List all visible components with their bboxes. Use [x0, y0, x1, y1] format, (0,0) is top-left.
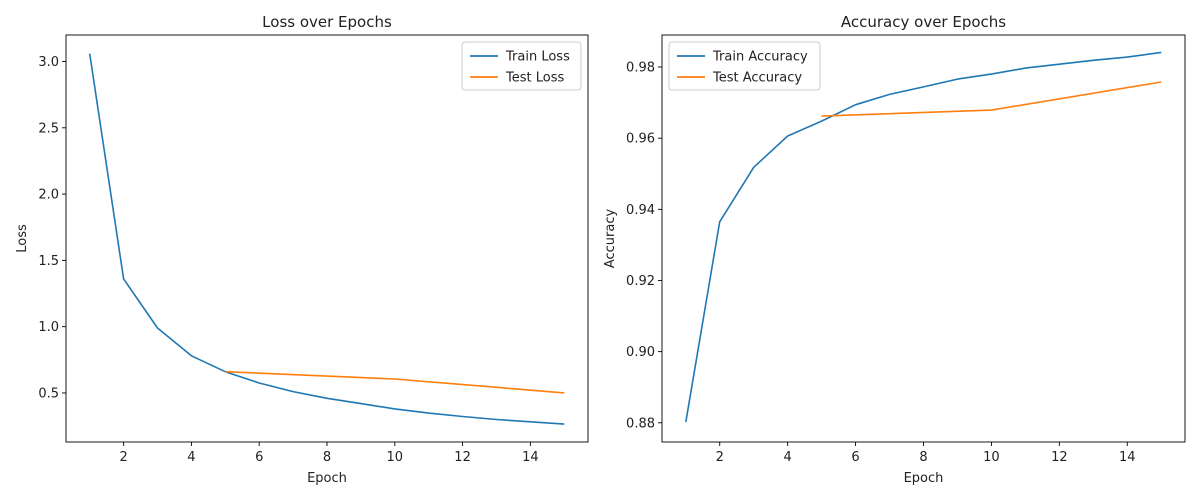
y-tick-label: 0.5	[38, 386, 59, 401]
chart-title: Accuracy over Epochs	[841, 13, 1006, 31]
y-tick-label: 1.0	[38, 320, 59, 335]
x-tick-label: 4	[784, 450, 792, 465]
series-line-test-accuracy	[821, 81, 1162, 117]
loss-chart-panel: Loss over Epochs 2 4 6 8 10 12 14 0.5 1.0 1.5 2.0 2.…	[15, 13, 589, 486]
y-axis-label: Loss	[15, 224, 30, 253]
y-tick-label: 0.98	[626, 61, 655, 76]
y-tick-label: 3.0	[38, 55, 59, 70]
legend-entry-label: Train Accuracy	[712, 50, 808, 65]
plot-frame	[661, 34, 1186, 443]
x-axis-label: Epoch	[307, 471, 347, 486]
x-tick-label: 2	[119, 450, 127, 465]
y-tick-label: 0.94	[626, 203, 655, 218]
y-tick-label: 2.5	[38, 121, 59, 136]
legend-entry-label: Train Loss	[505, 50, 570, 65]
legend-box	[461, 41, 582, 91]
x-tick-label: 14	[1119, 450, 1136, 465]
chart-title: Loss over Epochs	[262, 13, 392, 31]
accuracy-chart-panel: Accuracy over Epochs 2 4 6 8 10 12 14 0.88 0.90 0.…	[603, 13, 1186, 486]
x-tick-label: 6	[851, 450, 859, 465]
legend-entry-label: Test Loss	[505, 71, 564, 86]
y-axis-label: Accuracy	[603, 209, 618, 269]
x-tick-label: 6	[255, 450, 263, 465]
x-axis-label: Epoch	[904, 471, 944, 486]
y-tick-label: 0.92	[626, 274, 655, 289]
legend-entry-label: Test Accuracy	[712, 71, 802, 86]
x-tick-label: 10	[387, 450, 404, 465]
legend: Train Accuracy Test Accuracy	[668, 41, 821, 91]
series-line-test-loss	[225, 370, 565, 394]
y-tick-label: 0.96	[626, 132, 655, 147]
x-tick-label: 12	[454, 450, 471, 465]
legend: Train Loss Test Loss	[461, 41, 582, 91]
x-tick-label: 4	[187, 450, 195, 465]
x-tick-label: 8	[323, 450, 331, 465]
y-tick-label: 1.5	[38, 254, 59, 269]
x-tick-label: 10	[983, 450, 1000, 465]
legend-box	[668, 41, 821, 91]
x-tick-label: 14	[522, 450, 539, 465]
series-line-train-loss	[88, 53, 565, 425]
x-tick-label: 2	[716, 450, 724, 465]
y-tick-label: 0.90	[626, 345, 655, 360]
plot-frame	[65, 34, 589, 443]
y-tick-label: 0.88	[626, 416, 655, 431]
x-tick-label: 8	[919, 450, 927, 465]
x-tick-label: 12	[1051, 450, 1068, 465]
series-line-train-accuracy	[685, 51, 1162, 423]
y-tick-label: 2.0	[38, 188, 59, 203]
